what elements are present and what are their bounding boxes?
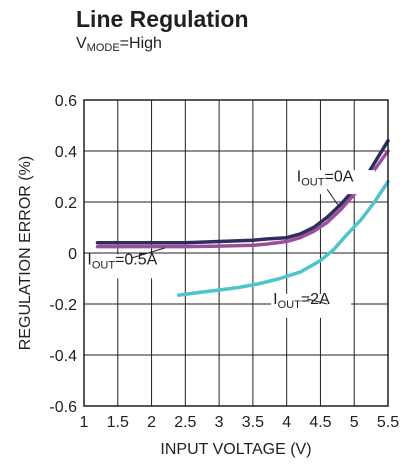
annotation-background (294, 170, 375, 195)
x-tick-label: 2.5 (174, 414, 196, 431)
y-tick-label: 0.6 (55, 93, 77, 110)
x-tick-label: 5 (350, 414, 359, 431)
annotation-subscript: OUT (278, 299, 302, 311)
plot-frame (83, 99, 389, 407)
annotation-leader (306, 298, 328, 305)
series-line-3 (176, 179, 390, 297)
y-tick-label: 0 (68, 246, 77, 263)
series-lines (95, 139, 390, 297)
x-tick-label: 4 (282, 414, 291, 431)
series-line-1 (95, 139, 390, 245)
subtitle-prefix: V (76, 35, 87, 52)
x-axis-label: INPUT VOLTAGE (V) (160, 441, 311, 458)
annotation-leader (326, 188, 340, 208)
x-tick-label: 5.5 (377, 414, 399, 431)
x-tick-labels: 1 1.5 2 2.5 3 3.5 4 4.5 5 5.5 (80, 414, 400, 431)
subtitle-suffix: =High (119, 35, 162, 52)
annotation-suffix: =0A (324, 169, 353, 186)
annotation-subscript: OUT (301, 177, 325, 189)
x-tick-label: 3.5 (242, 414, 264, 431)
x-tick-label: 1 (80, 414, 89, 431)
y-tick-label: -0.4 (49, 348, 77, 365)
annotation-label: IOUT=0A (297, 169, 354, 189)
y-tick-label: -0.2 (49, 297, 77, 314)
y-tick-label: -0.6 (49, 399, 77, 416)
annotation-suffix: =2A (301, 291, 330, 308)
x-tick-label: 2 (147, 414, 156, 431)
annotation-label: IOUT=2A (273, 291, 330, 311)
series-line-2 (95, 149, 390, 249)
x-tick-label: 1.5 (107, 414, 129, 431)
x-tick-label: 3 (215, 414, 224, 431)
y-tick-label: 0.2 (55, 195, 77, 212)
annotation-subscript: OUT (92, 259, 116, 271)
annotation-suffix: =0.5A (115, 251, 158, 268)
chart-subtitle: VMODE=High (76, 35, 162, 54)
annotation-prefix: I (273, 291, 277, 308)
y-axis-label: REGULATION ERROR (%) (17, 156, 34, 350)
annotation-prefix: I (297, 169, 301, 186)
chart-title: Line Regulation (76, 6, 249, 32)
x-tick-label: 4.5 (309, 414, 331, 431)
y-tick-label: 0.4 (55, 144, 77, 161)
y-tick-labels: -0.6 -0.4 -0.2 0 0.2 0.4 0.6 (49, 93, 77, 416)
annotation-leader (131, 247, 166, 259)
subtitle-subscript: MODE (86, 42, 120, 54)
annotation-prefix: I (87, 251, 91, 268)
annotation-background (271, 293, 352, 318)
annotation-label: IOUT=0.5A (87, 251, 157, 271)
